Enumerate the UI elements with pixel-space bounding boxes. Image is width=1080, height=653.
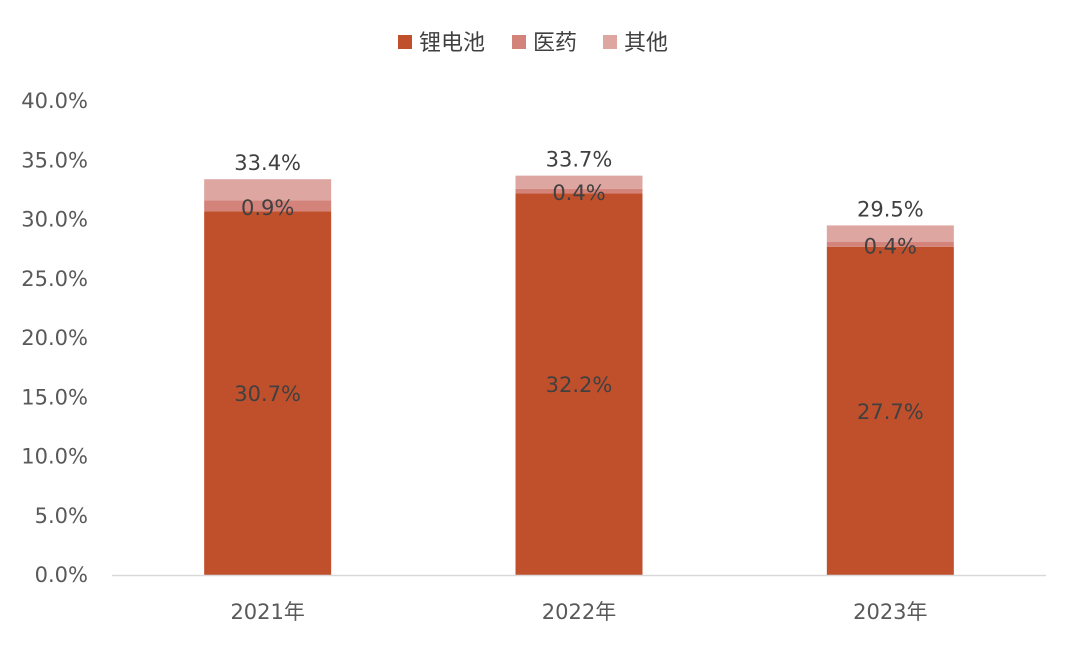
x-tick-label: 2021年 xyxy=(230,600,304,624)
legend-label: 医药 xyxy=(533,31,577,56)
legend-swatch xyxy=(512,35,526,49)
bar-segment xyxy=(515,175,643,189)
total-label: 33.7% xyxy=(546,148,613,172)
bars xyxy=(204,175,954,575)
data-label: 0.9% xyxy=(241,196,294,220)
data-label: 0.4% xyxy=(864,234,917,258)
legend-item: 医药 xyxy=(512,31,577,56)
total-label: 29.5% xyxy=(857,197,924,221)
legend-swatch xyxy=(398,35,412,49)
y-tick-label: 0.0% xyxy=(35,563,88,587)
legend-label: 其他 xyxy=(624,31,668,56)
bar-segment xyxy=(826,246,954,575)
bar-segment xyxy=(826,242,954,247)
legend-label: 锂电池 xyxy=(419,31,485,56)
bar-segment xyxy=(515,188,643,194)
y-tick-label: 15.0% xyxy=(21,385,88,409)
bar-segment xyxy=(204,211,332,575)
data-label: 30.7% xyxy=(234,382,301,406)
legend-item: 锂电池 xyxy=(398,31,485,56)
data-labels: 30.7% 0.9% 33.4% 32.2% 0.4% 33.7% 27.7% 0.4% 29.… xyxy=(234,148,923,424)
y-tick-label: 25.0% xyxy=(21,267,88,291)
total-label: 33.4% xyxy=(234,151,301,175)
x-tick-label: 2023年 xyxy=(853,600,927,624)
y-tick-label: 10.0% xyxy=(21,445,88,469)
data-label: 0.4% xyxy=(552,181,605,205)
y-tick-label: 30.0% xyxy=(21,208,88,232)
y-axis: 0.0% 5.0% 10.0% 15.0% 20.0% 25.0% 30.0% 35.0% 40… xyxy=(21,89,88,587)
y-tick-label: 35.0% xyxy=(21,148,88,172)
y-tick-label: 20.0% xyxy=(21,326,88,350)
y-tick-label: 5.0% xyxy=(35,504,88,528)
legend-swatch xyxy=(603,35,617,49)
legend-item: 其他 xyxy=(603,31,668,56)
y-tick-label: 40.0% xyxy=(21,89,88,113)
data-label: 27.7% xyxy=(857,400,924,424)
bar-segment xyxy=(826,225,954,243)
legend: 锂电池 医药 其他 xyxy=(398,31,668,56)
data-label: 32.2% xyxy=(546,373,613,397)
x-axis: 2021年 2022年 2023年 xyxy=(112,574,1046,624)
bar-segment xyxy=(204,179,332,201)
bar-segment xyxy=(515,193,643,575)
x-tick-label: 2022年 xyxy=(542,600,616,624)
bar-segment xyxy=(204,200,332,212)
